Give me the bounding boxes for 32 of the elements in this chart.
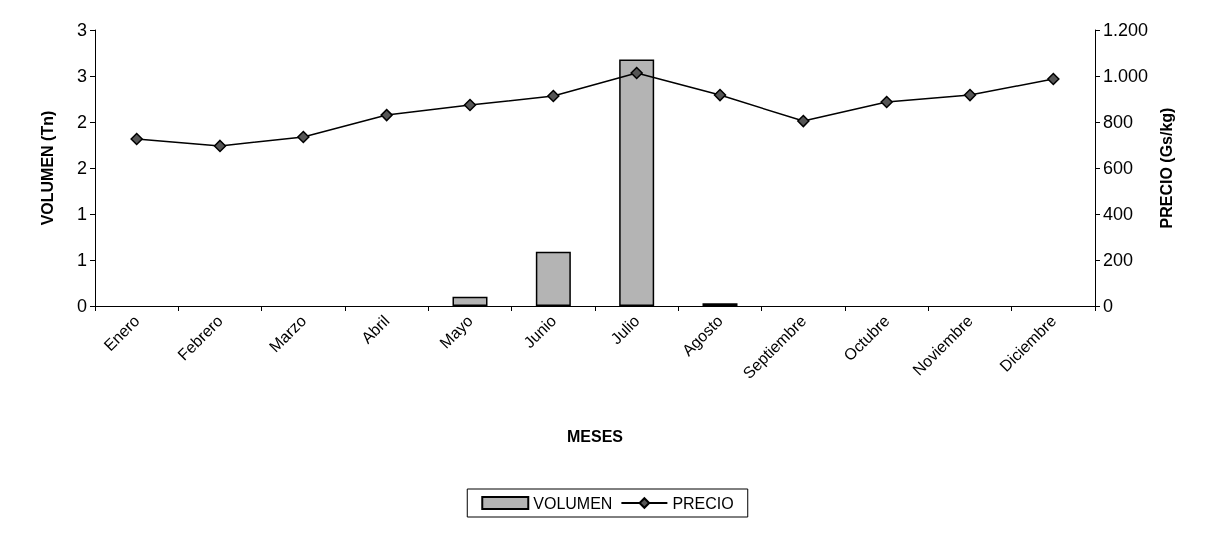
y-tick-label: 2 bbox=[76, 158, 87, 178]
point bbox=[797, 114, 810, 128]
point bbox=[547, 89, 560, 103]
point bbox=[630, 66, 643, 80]
point bbox=[380, 108, 393, 122]
y2-tick-label: 600 bbox=[1103, 158, 1134, 178]
point bbox=[463, 98, 477, 112]
y-tick-label: 3 bbox=[76, 66, 87, 86]
point bbox=[880, 95, 893, 109]
point bbox=[963, 88, 977, 102]
y-tick-label: 1 bbox=[76, 204, 87, 224]
point bbox=[1047, 72, 1060, 86]
legend-label: VOLUMEN bbox=[533, 494, 613, 512]
point bbox=[297, 130, 310, 144]
point bbox=[130, 132, 143, 146]
y2-tick-label: 1.000 bbox=[1103, 66, 1149, 86]
y2-tick-label: 800 bbox=[1103, 112, 1134, 132]
y2-axis-title: PRECIO (Gs/kg) bbox=[1158, 107, 1176, 229]
y-tick-label: 0 bbox=[76, 296, 87, 316]
y-axis-title: VOLUMEN (Tn) bbox=[38, 110, 56, 226]
y2-tick-label: 400 bbox=[1103, 204, 1134, 224]
y2-tick-label: 1.200 bbox=[1103, 20, 1149, 40]
y2-tick-label: 200 bbox=[1103, 250, 1134, 270]
y2-tick-label: 0 bbox=[1103, 296, 1114, 316]
point bbox=[713, 88, 727, 102]
y-tick-label: 1 bbox=[76, 250, 87, 270]
x-axis-title: MESES bbox=[566, 427, 624, 445]
legend-label: PRECIO bbox=[672, 494, 734, 512]
point bbox=[213, 139, 227, 153]
x-tick-label: Julio bbox=[607, 311, 643, 348]
y-tick-label: 2 bbox=[76, 112, 87, 132]
y-tick-label: 3 bbox=[76, 20, 87, 40]
